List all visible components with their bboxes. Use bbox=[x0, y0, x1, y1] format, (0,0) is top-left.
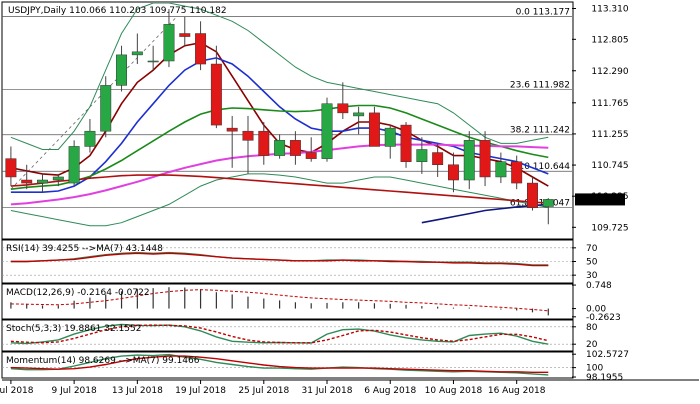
rsi-axis-label-0: 70 bbox=[586, 244, 598, 254]
candle-body bbox=[274, 140, 286, 156]
panel-frame-stoch bbox=[1, 319, 574, 352]
candle-body bbox=[321, 103, 333, 159]
price-plot-area: 0.0 113.177 23.6 111.982 38.2 111.242 50.0 … bbox=[2, 3, 572, 227]
candle-body bbox=[68, 146, 80, 184]
candle-body bbox=[384, 127, 396, 147]
current-price-label: 110.182 bbox=[581, 195, 618, 205]
time-axis-label-2: 13 Jul 2018 bbox=[112, 386, 163, 396]
bollinger-upper bbox=[10, 3, 549, 150]
momentum-title: Momentum(14) 98.6269 -->MA(7) 99.1466 bbox=[6, 356, 200, 366]
price-axis-label-3: 111.765 bbox=[591, 99, 628, 109]
price-axis-label-5: 110.745 bbox=[591, 161, 628, 171]
candle-body bbox=[37, 179, 48, 184]
candle-body bbox=[5, 158, 17, 178]
candle-body bbox=[416, 149, 428, 162]
macd-title: MACD(12,26,9) -0.2164 -0.0722 bbox=[6, 288, 150, 298]
rsi-title: RSI(14) 39.4255 -->MA(7) 43.1448 bbox=[6, 244, 163, 254]
candle-body bbox=[289, 140, 301, 156]
candle-body bbox=[242, 130, 254, 141]
stoch-title: Stoch(5,3,3) 19.8861 32.1552 bbox=[6, 324, 141, 334]
fib-label-3: 50.0 110.644 bbox=[510, 162, 570, 172]
macd-axis-label-2: -0.2623 bbox=[586, 313, 621, 323]
candle-body bbox=[116, 54, 128, 86]
price-axis-label-2: 112.290 bbox=[591, 67, 628, 77]
momentum-axis-label-2: 98.1955 bbox=[586, 373, 623, 383]
time-axis-label-3: 19 Jul 2018 bbox=[175, 386, 226, 396]
fib-label-2: 38.2 111.242 bbox=[510, 126, 570, 136]
moving-average-4 bbox=[10, 174, 549, 204]
time-axis-label-0: 3 Jul 2018 bbox=[0, 386, 34, 396]
candle-body bbox=[447, 164, 459, 181]
stoch-axis-label-1: 20 bbox=[586, 340, 598, 350]
candle-body bbox=[479, 140, 491, 178]
candle-body bbox=[527, 182, 538, 208]
candle-body bbox=[179, 33, 191, 37]
rsi-axis-label-1: 50 bbox=[586, 258, 598, 268]
time-axis-label-4: 25 Jul 2018 bbox=[238, 386, 289, 396]
candle-body bbox=[131, 51, 143, 56]
price-axis-label-0: 113.310 bbox=[591, 4, 628, 14]
candle-body bbox=[147, 60, 159, 63]
candle-body bbox=[353, 112, 365, 117]
candle-body bbox=[163, 24, 175, 62]
candle-body bbox=[195, 33, 207, 65]
candle-body bbox=[84, 130, 96, 147]
candle-body bbox=[337, 103, 349, 114]
candle-body bbox=[226, 127, 238, 132]
time-axis-label-7: 10 Aug 2018 bbox=[425, 386, 483, 396]
momentum-axis-label-1: 100 bbox=[586, 364, 603, 374]
fib-label-1: 23.6 111.982 bbox=[510, 81, 570, 91]
time-axis-label-5: 31 Jul 2018 bbox=[302, 386, 353, 396]
candle-body bbox=[511, 161, 523, 184]
fib-label-0: 0.0 113.177 bbox=[516, 8, 570, 18]
fib-label-4: 61.8 110.047 bbox=[510, 199, 570, 209]
candle-body bbox=[463, 140, 475, 181]
candle-body bbox=[52, 176, 64, 181]
candle-body bbox=[495, 161, 507, 178]
stoch-series-1 bbox=[10, 324, 549, 344]
candle-body bbox=[368, 112, 380, 147]
time-axis-label-1: 9 Jul 2018 bbox=[52, 386, 97, 396]
bollinger-lower bbox=[10, 173, 549, 227]
candle-body bbox=[400, 124, 412, 162]
price-axis-label-7: 109.725 bbox=[591, 223, 628, 233]
momentum-series-0 bbox=[10, 353, 549, 376]
stoch-axis-label-0: 80 bbox=[586, 323, 598, 333]
candle-body bbox=[21, 179, 33, 184]
candle-body bbox=[210, 63, 222, 126]
price-axis-label-1: 112.805 bbox=[591, 35, 628, 45]
time-axis-label-6: 6 Aug 2018 bbox=[364, 386, 416, 396]
moving-average-1 bbox=[10, 57, 549, 193]
current-price-box bbox=[575, 193, 625, 206]
candle-body bbox=[305, 152, 317, 159]
rsi-series-1 bbox=[10, 252, 549, 267]
rsi-axis-label-2: 30 bbox=[586, 271, 598, 281]
price-axis-label-4: 111.255 bbox=[591, 130, 628, 140]
candle-body bbox=[258, 130, 270, 156]
candle-body bbox=[100, 85, 112, 132]
panel-frame-macd bbox=[1, 283, 574, 320]
panel-frame-price bbox=[1, 1, 574, 240]
momentum-series-1 bbox=[10, 355, 549, 373]
time-axis-label-8: 16 Aug 2018 bbox=[488, 386, 546, 396]
momentum-axis-label-0: 102.5727 bbox=[586, 350, 629, 360]
price-chart-title: USDJPY,Daily 110.066 110.203 109.775 110… bbox=[8, 6, 227, 16]
moving-average-2 bbox=[10, 104, 549, 190]
fib-trend-line bbox=[10, 16, 178, 190]
macd-axis-label-1: 0.00 bbox=[586, 305, 606, 315]
panel-frame-momentum bbox=[1, 351, 574, 379]
candle-body bbox=[432, 152, 444, 166]
macd-axis-label-0: 0.748 bbox=[586, 281, 612, 291]
candle-body bbox=[542, 199, 554, 207]
